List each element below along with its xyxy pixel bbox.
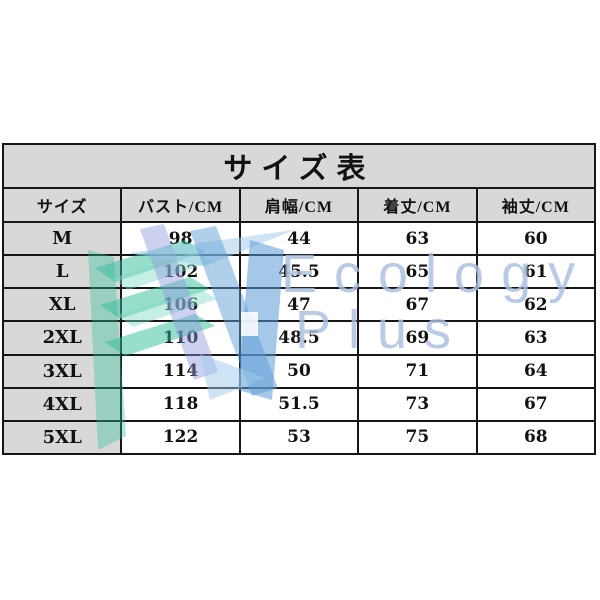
size-label: XL bbox=[1, 287, 123, 323]
shoulder-value: 51.5 bbox=[238, 386, 360, 422]
table-row: M 98 44 63 60 bbox=[1, 220, 597, 257]
sleeve-value: 68 bbox=[475, 419, 597, 456]
sleeve-value: 61 bbox=[475, 254, 597, 290]
length-value: 73 bbox=[357, 386, 478, 422]
col-header-size: サイズ bbox=[1, 187, 123, 223]
shoulder-value: 44 bbox=[238, 220, 360, 257]
table-row: L 102 45.5 65 61 bbox=[1, 254, 597, 290]
size-label: 2XL bbox=[1, 320, 123, 356]
bust-value: 110 bbox=[120, 320, 241, 356]
size-chart-table: サイズ表 サイズ バスト/CM 肩幅/CM 着丈/CM 袖丈/CM M 98 4… bbox=[1, 143, 597, 456]
col-header-bust: バスト/CM bbox=[120, 187, 241, 223]
length-value: 71 bbox=[357, 353, 478, 389]
sleeve-value: 62 bbox=[475, 287, 597, 323]
sleeve-value: 63 bbox=[475, 320, 597, 356]
size-label: M bbox=[1, 220, 123, 257]
bust-value: 114 bbox=[120, 353, 241, 389]
size-label: 3XL bbox=[1, 353, 123, 389]
bust-value: 122 bbox=[120, 419, 241, 456]
table-header-row: サイズ バスト/CM 肩幅/CM 着丈/CM 袖丈/CM bbox=[1, 187, 597, 223]
sleeve-value: 64 bbox=[475, 353, 597, 389]
sleeve-value: 60 bbox=[475, 220, 597, 257]
table-row: 4XL 118 51.5 73 67 bbox=[1, 386, 597, 422]
table-row: 3XL 114 50 71 64 bbox=[1, 353, 597, 389]
shoulder-value: 50 bbox=[238, 353, 360, 389]
sleeve-value: 67 bbox=[475, 386, 597, 422]
size-label: 4XL bbox=[1, 386, 123, 422]
col-header-length: 着丈/CM bbox=[357, 187, 478, 223]
col-header-sleeve: 袖丈/CM bbox=[475, 187, 597, 223]
col-header-shoulder: 肩幅/CM bbox=[238, 187, 360, 223]
bust-value: 98 bbox=[120, 220, 241, 257]
table-title-row: サイズ表 bbox=[2, 143, 596, 189]
bust-value: 118 bbox=[120, 386, 241, 422]
shoulder-value: 48.5 bbox=[238, 320, 360, 356]
table-row: XL 106 47 67 62 bbox=[1, 287, 597, 323]
table-title: サイズ表 bbox=[2, 143, 596, 189]
length-value: 75 bbox=[357, 419, 478, 456]
shoulder-value: 47 bbox=[238, 287, 360, 323]
shoulder-value: 53 bbox=[238, 419, 360, 456]
length-value: 63 bbox=[357, 220, 478, 257]
size-label: 5XL bbox=[1, 419, 123, 456]
length-value: 67 bbox=[357, 287, 478, 323]
length-value: 65 bbox=[357, 254, 478, 290]
length-value: 69 bbox=[357, 320, 478, 356]
size-label: L bbox=[1, 254, 123, 290]
table-row: 5XL 122 53 75 68 bbox=[1, 419, 597, 456]
bust-value: 106 bbox=[120, 287, 241, 323]
shoulder-value: 45.5 bbox=[238, 254, 360, 290]
bust-value: 102 bbox=[120, 254, 241, 290]
table-row: 2XL 110 48.5 69 63 bbox=[1, 320, 597, 356]
